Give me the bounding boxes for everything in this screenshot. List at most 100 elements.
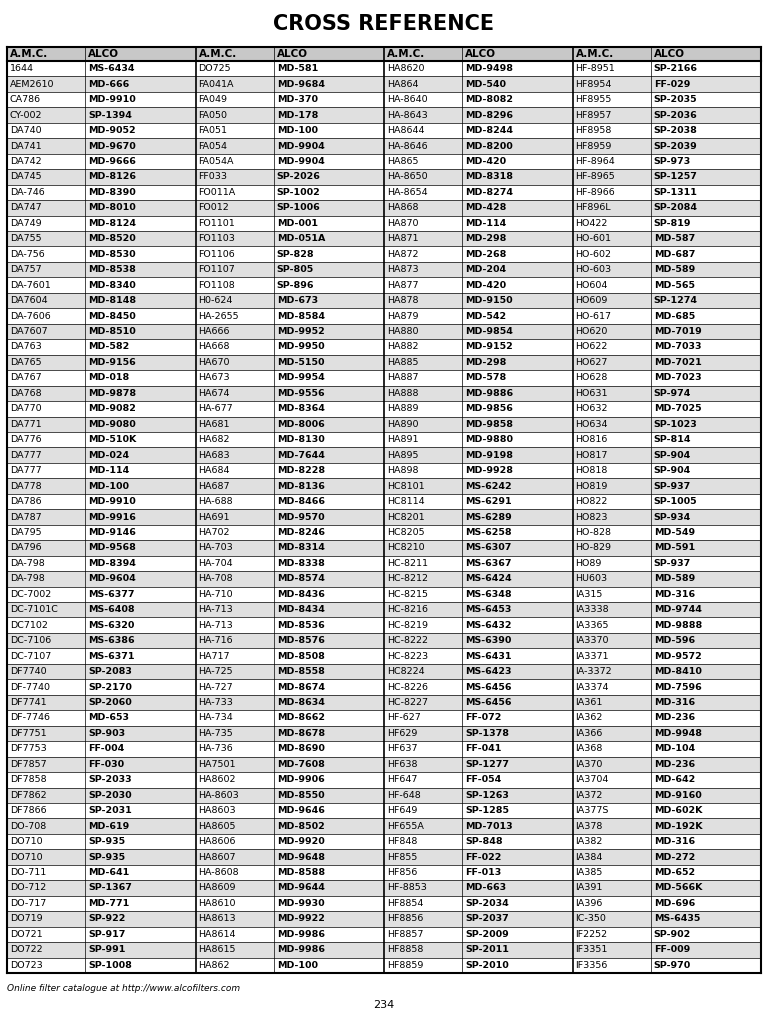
Text: DA765: DA765 <box>10 358 41 367</box>
Text: MD-9080: MD-9080 <box>88 420 136 429</box>
Text: MD-8530: MD-8530 <box>88 250 136 259</box>
Text: MS-6289: MS-6289 <box>465 512 512 521</box>
Text: HO422: HO422 <box>575 219 608 227</box>
Text: HA870: HA870 <box>387 219 419 227</box>
Text: HA8609: HA8609 <box>198 884 236 893</box>
Text: MS-6432: MS-6432 <box>465 621 511 630</box>
Text: DC-7107: DC-7107 <box>10 651 51 660</box>
Text: MD-114: MD-114 <box>465 219 506 227</box>
Text: MD-9744: MD-9744 <box>654 605 702 614</box>
Text: MD-316: MD-316 <box>654 698 695 707</box>
Text: IA391: IA391 <box>575 884 603 893</box>
Text: SP-1274: SP-1274 <box>654 296 697 305</box>
Text: HA-733: HA-733 <box>198 698 233 707</box>
Text: HC-8227: HC-8227 <box>387 698 428 707</box>
Text: MD-8550: MD-8550 <box>276 791 324 800</box>
Text: DA-756: DA-756 <box>10 250 45 259</box>
Text: IA366: IA366 <box>575 729 603 738</box>
Text: HA879: HA879 <box>387 311 419 321</box>
Text: MD-8466: MD-8466 <box>276 497 325 506</box>
Text: MS-6320: MS-6320 <box>88 621 134 630</box>
Text: MD-566K: MD-566K <box>654 884 702 893</box>
Text: MD-8340: MD-8340 <box>88 281 136 290</box>
Text: DC-7106: DC-7106 <box>10 636 51 645</box>
Text: MD-9952: MD-9952 <box>276 327 324 336</box>
Text: HO-601: HO-601 <box>575 234 611 244</box>
Text: MS-6258: MS-6258 <box>465 528 511 537</box>
Text: HA880: HA880 <box>387 327 419 336</box>
Text: MD-104: MD-104 <box>654 744 695 754</box>
Text: MD-428: MD-428 <box>465 204 507 212</box>
Text: HC8210: HC8210 <box>387 544 425 552</box>
Text: HA-704: HA-704 <box>198 559 233 568</box>
Text: HC-8212: HC-8212 <box>387 574 428 584</box>
Text: MS-6423: MS-6423 <box>465 667 511 676</box>
Text: SP-2033: SP-2033 <box>88 775 132 784</box>
Bar <box>7 293 761 308</box>
Text: DA771: DA771 <box>10 420 41 429</box>
Text: DA763: DA763 <box>10 342 41 351</box>
Text: HO-602: HO-602 <box>575 250 611 259</box>
Text: HC-8219: HC-8219 <box>387 621 428 630</box>
Text: IA378: IA378 <box>575 821 603 830</box>
Text: MD-9684: MD-9684 <box>276 80 325 89</box>
Text: HA-8650: HA-8650 <box>387 172 428 181</box>
Text: IA3365: IA3365 <box>575 621 609 630</box>
Bar <box>7 541 761 556</box>
Text: MS-6424: MS-6424 <box>465 574 511 584</box>
Text: MD-7033: MD-7033 <box>654 342 701 351</box>
Text: MD-587: MD-587 <box>654 234 695 244</box>
Text: HF-8853: HF-8853 <box>387 884 427 893</box>
Text: HA889: HA889 <box>387 404 419 414</box>
Text: DC-7002: DC-7002 <box>10 590 51 599</box>
Text: MD-549: MD-549 <box>654 528 695 537</box>
Text: HA-703: HA-703 <box>198 544 233 552</box>
Text: MD-8434: MD-8434 <box>276 605 325 614</box>
Bar <box>7 447 761 463</box>
Text: HF8859: HF8859 <box>387 961 423 970</box>
Text: MD-696: MD-696 <box>654 899 695 908</box>
Text: SP-917: SP-917 <box>88 930 126 939</box>
Text: MD-510K: MD-510K <box>88 435 137 444</box>
Text: MD-8502: MD-8502 <box>276 821 324 830</box>
Text: SP-1023: SP-1023 <box>654 420 697 429</box>
Text: FO1103: FO1103 <box>198 234 235 244</box>
Text: HO817: HO817 <box>575 451 608 460</box>
Bar <box>7 478 761 494</box>
Text: MD-8662: MD-8662 <box>276 714 325 723</box>
Text: DO-712: DO-712 <box>10 884 46 893</box>
Text: MD-9886: MD-9886 <box>465 389 513 398</box>
Text: MS-6242: MS-6242 <box>465 481 511 490</box>
Text: DA747: DA747 <box>10 204 41 212</box>
Text: HA684: HA684 <box>198 466 230 475</box>
Text: HF-8964: HF-8964 <box>575 157 615 166</box>
Text: HF649: HF649 <box>387 806 417 815</box>
Text: MD-9904: MD-9904 <box>276 157 324 166</box>
Text: MD-602K: MD-602K <box>654 806 702 815</box>
Text: MD-8558: MD-8558 <box>276 667 325 676</box>
Text: FO1107: FO1107 <box>198 265 235 274</box>
Text: MS-6367: MS-6367 <box>465 559 511 568</box>
Text: HA8614: HA8614 <box>198 930 236 939</box>
Text: HA877: HA877 <box>387 281 419 290</box>
Text: DA778: DA778 <box>10 481 41 490</box>
Text: IF3356: IF3356 <box>575 961 608 970</box>
Text: IA315: IA315 <box>575 590 603 599</box>
Bar <box>7 849 761 865</box>
Text: HA-677: HA-677 <box>198 404 233 414</box>
Text: SP-2166: SP-2166 <box>654 65 697 74</box>
Text: MD-8690: MD-8690 <box>276 744 325 754</box>
Text: MD-8148: MD-8148 <box>88 296 137 305</box>
Text: H0-624: H0-624 <box>198 296 233 305</box>
Text: DA745: DA745 <box>10 172 41 181</box>
Text: DA742: DA742 <box>10 157 41 166</box>
Text: A.M.C.: A.M.C. <box>575 49 614 59</box>
Text: IA382: IA382 <box>575 837 603 846</box>
Text: MD-8574: MD-8574 <box>276 574 325 584</box>
Text: MD-8674: MD-8674 <box>276 683 325 691</box>
Text: HO604: HO604 <box>575 281 608 290</box>
Text: HA673: HA673 <box>198 374 230 382</box>
Bar <box>7 169 761 184</box>
Text: MD-9888: MD-9888 <box>654 621 702 630</box>
Text: HO816: HO816 <box>575 435 608 444</box>
